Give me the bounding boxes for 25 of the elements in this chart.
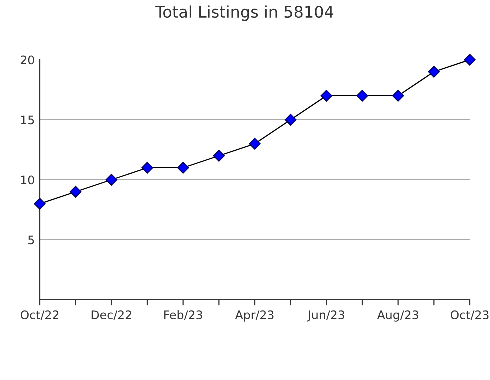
point [70, 186, 82, 198]
point [356, 90, 368, 102]
y-tick-label: 20 [20, 56, 34, 65]
point [177, 162, 190, 174]
point [464, 54, 476, 66]
point [284, 114, 297, 126]
point [142, 162, 154, 174]
point [428, 66, 440, 78]
x-tick-label: Feb/23 [164, 310, 202, 320]
x-tick-label: Dec/22 [92, 310, 132, 320]
point [213, 150, 226, 162]
point [320, 90, 333, 102]
x-tick-label: Oct/22 [20, 310, 59, 320]
x-tick-label: Aug/23 [377, 310, 418, 322]
point [392, 90, 404, 102]
x-tick-label: Apr/23 [235, 310, 274, 322]
point [249, 138, 261, 150]
x-tick-label: Jun/23 [307, 310, 344, 322]
y-tick-label: 15 [21, 116, 34, 125]
point [106, 174, 118, 186]
chart-title: Total Listings in 58104 [156, 6, 334, 22]
y-tick-label: 10 [21, 176, 34, 185]
y-tick-label: 5 [28, 236, 34, 245]
point [34, 198, 46, 210]
x-tick-label: Oct/23 [450, 310, 489, 320]
